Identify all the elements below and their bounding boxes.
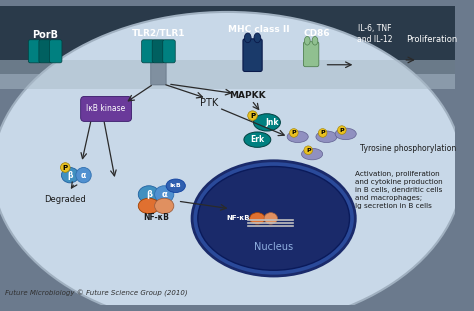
Text: Tyrosine phosphorylation: Tyrosine phosphorylation: [360, 144, 456, 153]
Ellipse shape: [316, 131, 337, 142]
Text: Activation, proliferation
and cytokine production
in B cells, dendritic cells
an: Activation, proliferation and cytokine p…: [356, 171, 443, 209]
Ellipse shape: [138, 198, 159, 214]
Ellipse shape: [248, 111, 257, 120]
Ellipse shape: [198, 167, 349, 270]
Ellipse shape: [264, 213, 277, 224]
FancyBboxPatch shape: [303, 42, 319, 67]
Ellipse shape: [76, 168, 91, 183]
Text: P: P: [63, 165, 68, 170]
Text: Jnk: Jnk: [265, 118, 279, 127]
Ellipse shape: [155, 186, 174, 203]
Ellipse shape: [192, 161, 356, 276]
FancyBboxPatch shape: [0, 60, 455, 89]
Ellipse shape: [301, 148, 323, 160]
Text: IκB kinase: IκB kinase: [86, 104, 125, 114]
FancyBboxPatch shape: [142, 40, 154, 63]
Ellipse shape: [62, 168, 79, 183]
Text: PorB: PorB: [32, 30, 58, 40]
Text: CD86: CD86: [303, 29, 330, 38]
Text: TLR2/TLR1: TLR2/TLR1: [132, 29, 185, 38]
Text: IκB: IκB: [170, 183, 182, 188]
Text: NF-κB: NF-κB: [144, 213, 170, 222]
Text: α: α: [161, 190, 167, 199]
Ellipse shape: [319, 129, 327, 137]
Text: IL-6, TNF
and IL-12: IL-6, TNF and IL-12: [357, 24, 392, 44]
Ellipse shape: [254, 33, 261, 43]
Text: PTK: PTK: [200, 98, 219, 108]
Text: Future Microbiology © Future Science Group (2010): Future Microbiology © Future Science Gro…: [5, 290, 187, 297]
Ellipse shape: [0, 12, 463, 311]
Ellipse shape: [335, 128, 356, 140]
Text: MAPKK: MAPKK: [229, 91, 266, 100]
Text: P: P: [292, 130, 296, 135]
Text: β: β: [67, 171, 73, 180]
FancyBboxPatch shape: [81, 96, 132, 121]
FancyBboxPatch shape: [243, 39, 262, 72]
Text: α: α: [81, 171, 86, 180]
Text: NF-κB: NF-κB: [226, 216, 250, 221]
Ellipse shape: [155, 198, 174, 214]
FancyBboxPatch shape: [28, 40, 41, 63]
FancyBboxPatch shape: [0, 6, 455, 74]
FancyBboxPatch shape: [49, 40, 62, 63]
Ellipse shape: [312, 36, 318, 45]
Ellipse shape: [287, 131, 308, 142]
FancyBboxPatch shape: [39, 40, 51, 63]
Text: P: P: [306, 148, 310, 153]
FancyBboxPatch shape: [163, 40, 175, 63]
Ellipse shape: [337, 126, 346, 134]
Ellipse shape: [166, 179, 185, 193]
Ellipse shape: [250, 213, 265, 224]
FancyBboxPatch shape: [151, 59, 166, 85]
Ellipse shape: [61, 163, 70, 172]
Ellipse shape: [244, 132, 271, 147]
Ellipse shape: [254, 114, 281, 131]
Text: P: P: [250, 113, 255, 119]
Text: P: P: [320, 130, 325, 135]
Ellipse shape: [304, 146, 312, 155]
Text: MHC class II: MHC class II: [228, 25, 290, 34]
Text: P: P: [339, 128, 344, 132]
Text: Proliferation: Proliferation: [407, 35, 458, 44]
Text: Nucleus: Nucleus: [254, 242, 293, 252]
Ellipse shape: [290, 129, 298, 137]
Text: Erk: Erk: [250, 135, 264, 144]
FancyBboxPatch shape: [152, 40, 164, 63]
Text: β: β: [146, 190, 152, 199]
Ellipse shape: [245, 33, 251, 43]
Text: Degraded: Degraded: [45, 195, 86, 204]
Ellipse shape: [138, 186, 159, 203]
Ellipse shape: [304, 36, 310, 45]
